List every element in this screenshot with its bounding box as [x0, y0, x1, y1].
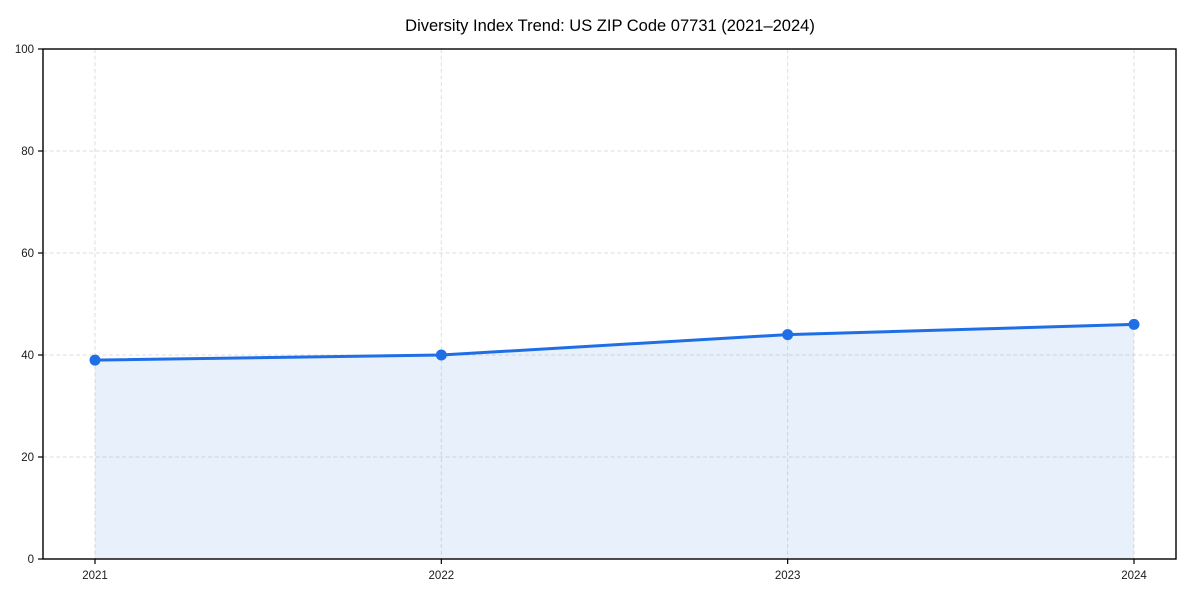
y-axis-tick-label: 40	[21, 350, 34, 362]
x-axis-tick-label: 2023	[775, 570, 801, 582]
y-axis-tick-label: 0	[28, 554, 34, 566]
y-axis-tick-label: 20	[21, 452, 34, 464]
area-fill-layer	[95, 324, 1134, 559]
trend-line-layer	[93, 322, 1136, 362]
x-axis-tick-label: 2021	[82, 570, 108, 582]
data-point	[1128, 318, 1140, 330]
y-axis-tick-label: 60	[21, 248, 34, 260]
y-axis-tick-label: 100	[15, 44, 34, 56]
data-points-layer	[89, 318, 1140, 366]
trend-line	[93, 322, 1136, 362]
x-axis-tick-label: 2022	[429, 570, 455, 582]
axis-layer: 0 20 40 60 80 100 2021 2022 2023 2024	[15, 44, 1177, 582]
y-axis-tick-label: 80	[21, 146, 34, 158]
area-fill	[95, 324, 1134, 559]
data-point	[89, 354, 101, 366]
data-point	[435, 349, 447, 361]
data-point	[782, 329, 794, 341]
x-axis-tick-label: 2024	[1121, 570, 1147, 582]
chart-title: Diversity Index Trend: US ZIP Code 07731…	[405, 17, 815, 35]
plot-border	[42, 48, 1177, 560]
